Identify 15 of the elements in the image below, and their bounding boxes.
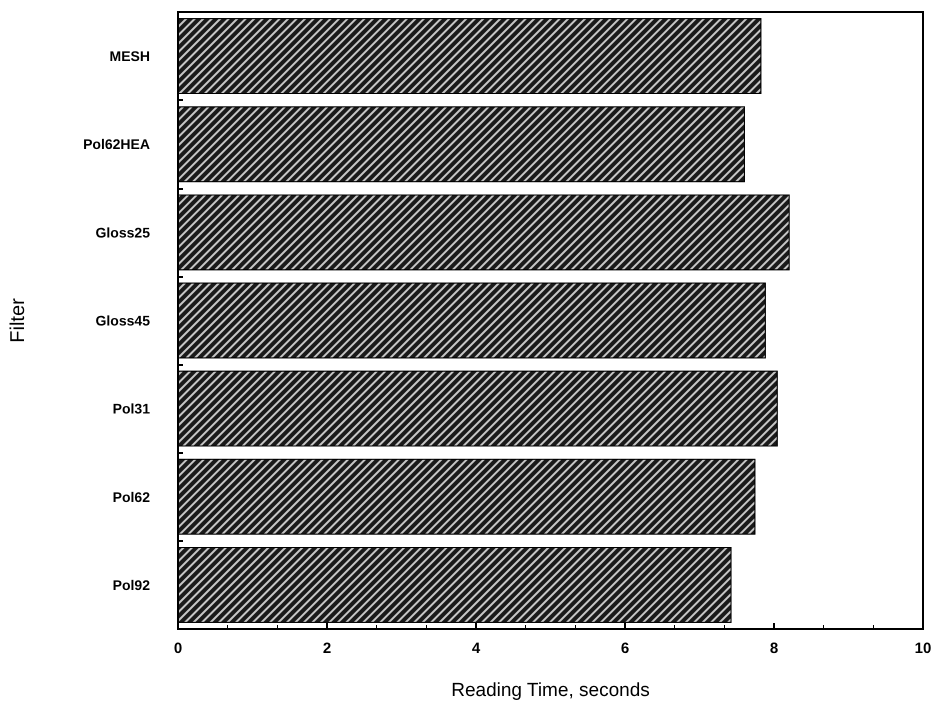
x-tick-label: 2	[322, 640, 332, 657]
x-axis-title: Reading Time, seconds	[451, 680, 650, 701]
y-tick-label: Gloss45	[96, 312, 150, 328]
y-tick-label: Pol62HEA	[83, 136, 150, 152]
x-tick-label: 6	[620, 640, 630, 657]
x-tick-label: 4	[472, 640, 481, 657]
x-tick-label: 8	[770, 640, 778, 657]
y-tick-label: Gloss25	[96, 224, 150, 240]
y-axis-title: Filter	[7, 298, 29, 343]
y-tick-label: Pol31	[112, 400, 150, 417]
x-tick-label: 0	[174, 640, 182, 657]
y-tick-label: Pol92	[112, 576, 150, 593]
x-tick-label: 10	[914, 640, 932, 657]
y-tick-label: Pol62	[112, 488, 150, 505]
y-tick-label: MESH	[110, 48, 150, 64]
